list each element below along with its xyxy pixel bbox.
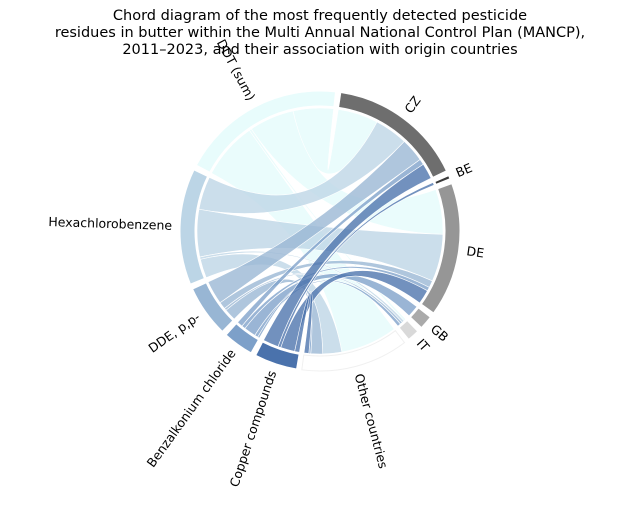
- group-label-it: IT: [414, 336, 433, 355]
- chart-title-line-2: residues in butter within the Multi Annu…: [54, 25, 586, 41]
- chart-title: Chord diagram of the most frequently det…: [0, 8, 640, 59]
- group-label-hexachlorobenzene: Hexachlorobenzene: [48, 214, 172, 233]
- chord-ribbons: [196, 107, 444, 355]
- group-label-de: DE: [466, 243, 486, 260]
- group-label-be: BE: [453, 160, 474, 180]
- group-label-copper-compounds: Copper compounds: [226, 369, 279, 489]
- group-arc-ddt-sum: [195, 90, 337, 173]
- chord-ribbon-other-copper: [294, 291, 313, 354]
- group-arc-benzalkonium-chloride: [225, 323, 260, 354]
- group-label-ddt-sum: DDT (sum): [214, 37, 259, 103]
- group-label-gb: GB: [428, 321, 452, 344]
- group-arc-cz: [338, 91, 448, 178]
- group-arc-dde-p-p: [191, 282, 234, 333]
- chart-title-line-1: Chord diagram of the most frequently det…: [112, 8, 528, 24]
- chart-title-line-3: 2011–2023, and their association with or…: [122, 42, 518, 58]
- group-arc-de: [420, 183, 461, 314]
- group-arc-it: [398, 319, 419, 341]
- group-arc-copper-compounds: [255, 341, 300, 370]
- group-arc-gb: [409, 307, 432, 329]
- group-arc-be: [434, 175, 451, 185]
- group-label-dde-p-p: DDE, p,p-: [145, 309, 202, 355]
- group-label-cz: CZ: [401, 93, 423, 116]
- group-label-other-countries: Other countries: [352, 372, 391, 470]
- group-arc-hexachlorobenzene: [179, 169, 209, 285]
- chord-arcs: [179, 90, 461, 372]
- group-label-benzalkonium-chloride: Benzalkonium chloride: [144, 346, 239, 470]
- group-arc-other-countries: [301, 329, 406, 372]
